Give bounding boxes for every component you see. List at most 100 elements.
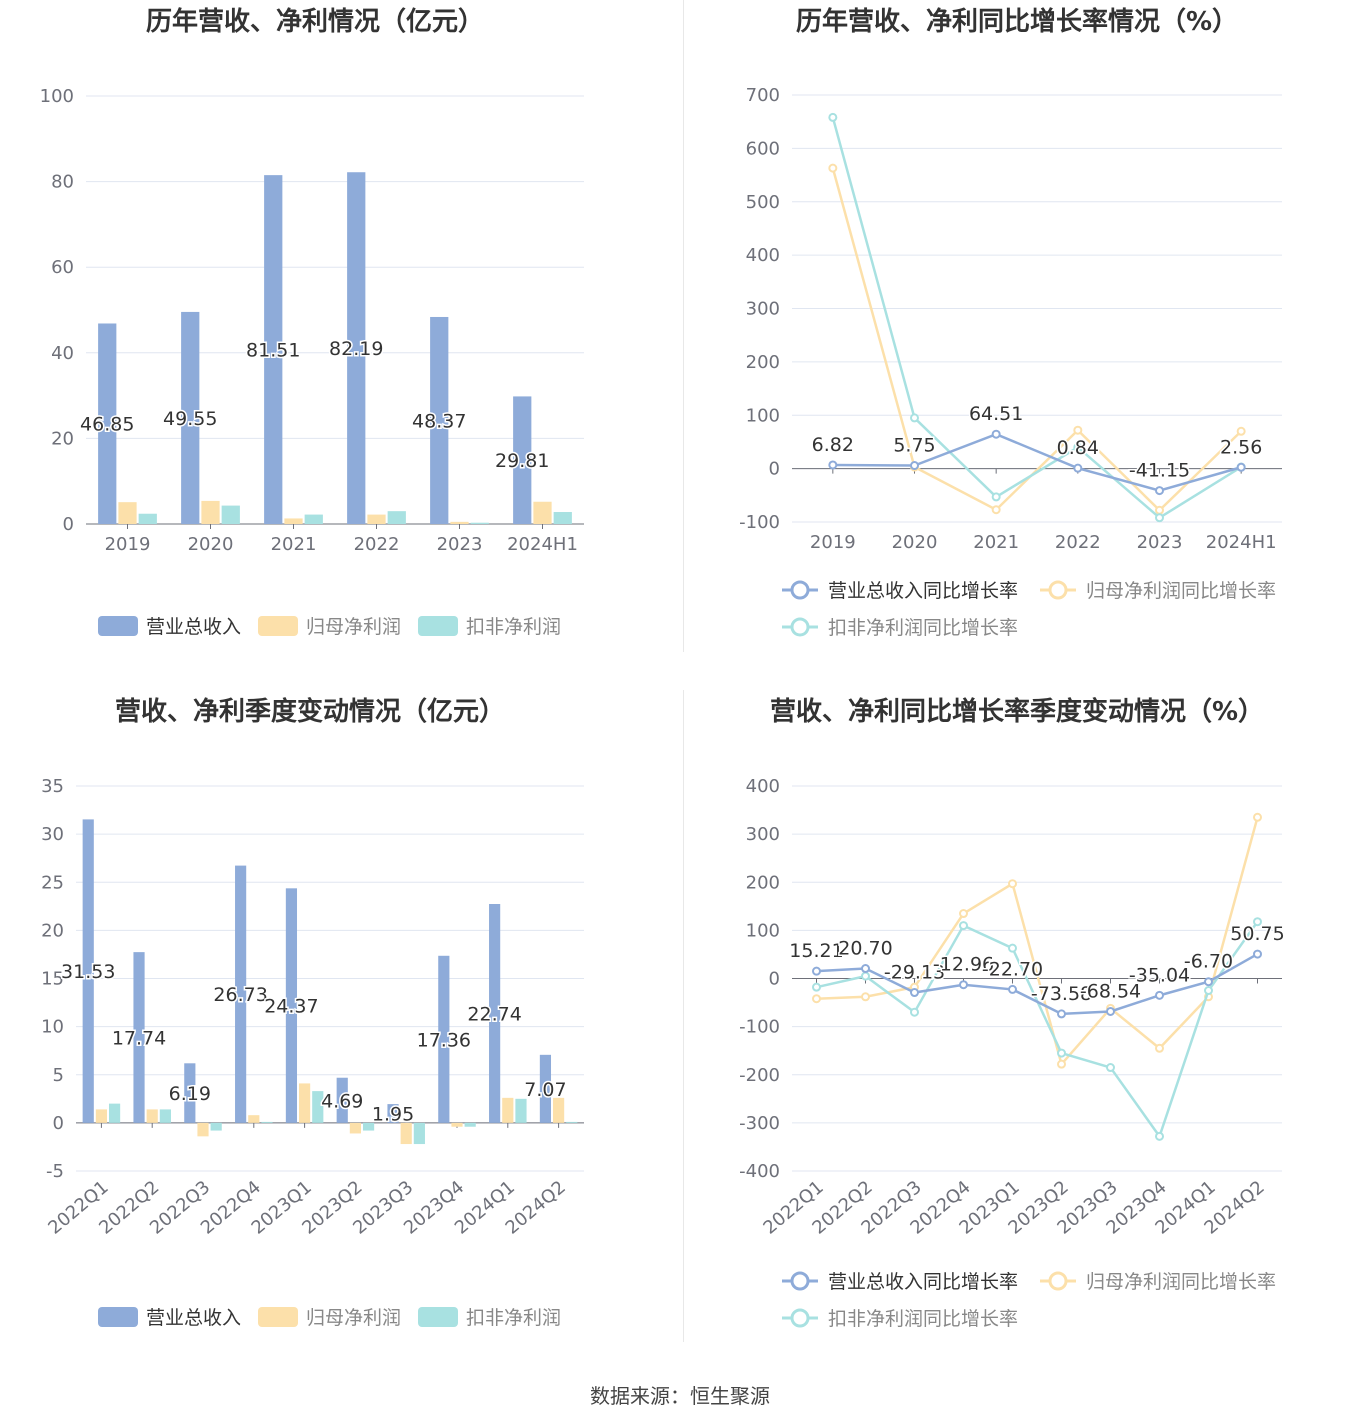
legend-label: 扣非净利润同比增长率: [828, 617, 1018, 639]
bar-扣非净利润: [210, 1122, 222, 1131]
line-扣非净利润同比增长率: [831, 117, 1242, 520]
legend-marker: [1048, 580, 1068, 600]
y-tick-label: 20: [41, 920, 64, 941]
point-扣非净利润同比增长率: [959, 921, 968, 931]
data-label: -73.58: [1031, 983, 1092, 1005]
y-tick-label: 500: [746, 192, 780, 213]
y-tick-label: 100: [40, 86, 74, 107]
bar-营业总收入: [430, 316, 449, 524]
legend-swatch: [98, 616, 138, 636]
bar-归母净利润: [284, 518, 303, 524]
bar-扣非净利润: [261, 1121, 273, 1123]
line-营业总收入同比增长率: [816, 952, 1259, 1016]
point-营业总收入同比增长率: [1204, 977, 1213, 987]
y-tick-label: -100: [739, 512, 780, 533]
y-tick-label: 200: [746, 352, 780, 373]
bar-扣非净利润: [387, 511, 406, 524]
y-tick-label: 300: [746, 824, 780, 845]
data-label: 1.95: [372, 1103, 414, 1125]
bar-扣非净利润: [362, 1122, 375, 1131]
point-营业总收入同比增长率: [910, 988, 919, 998]
bar-归母净利润: [197, 1122, 209, 1137]
bar-归母净利润: [95, 1109, 107, 1123]
x-tick-label: 2022: [1055, 532, 1101, 553]
data-label: -41.15: [1129, 460, 1190, 482]
x-tick-label: 2022: [354, 534, 400, 555]
legend-marker: [790, 617, 810, 637]
point-归母净利润同比增长率: [1155, 505, 1164, 515]
data-label: 24.37: [264, 996, 318, 1018]
x-tick-label: 2019: [105, 534, 151, 555]
chart-title: 历年营收、净利情况（亿元）: [146, 6, 484, 37]
data-source: 数据来源：恒生聚源: [590, 1384, 770, 1408]
point-扣非净利润同比增长率: [1253, 917, 1262, 927]
y-tick-label: 60: [51, 257, 74, 278]
point-营业总收入同比增长率: [1106, 1006, 1115, 1016]
y-tick-label: 40: [51, 343, 74, 364]
data-label: 50.75: [1230, 923, 1284, 945]
point-归母净利润同比增长率: [861, 992, 870, 1002]
bar-营业总收入: [347, 172, 366, 524]
y-tick-label: -5: [46, 1161, 64, 1182]
y-tick-label: -400: [739, 1161, 780, 1182]
bar-扣非净利润: [138, 513, 157, 524]
point-扣非净利润同比增长率: [991, 492, 1001, 502]
chart-annual-growth-rate: 历年营收、净利同比增长率情况（%） -100 0 100 200 300 400 500 600…: [680, 0, 1360, 690]
legend-label: 扣非净利润同比增长率: [828, 1308, 1018, 1330]
point-营业总收入同比增长率: [959, 980, 968, 990]
y-tick-label: 400: [746, 776, 780, 797]
divider: [683, 0, 684, 652]
chart-svg: 历年营收、净利同比增长率情况（%） -100 0 100 200 300 400 500 600…: [739, 6, 1282, 639]
point-营业总收入同比增长率: [828, 460, 838, 470]
data-label: 17.36: [417, 1029, 471, 1051]
point-扣非净利润同比增长率: [861, 971, 870, 981]
point-归母净利润同比增长率: [1253, 812, 1262, 822]
legend-marker: [1048, 1271, 1068, 1291]
chart-title: 营收、净利同比增长率季度变动情况（%）: [770, 696, 1264, 727]
bar-营业总收入: [285, 888, 298, 1123]
point-归母净利润同比增长率: [1008, 879, 1017, 889]
y-tick-label: 25: [41, 872, 64, 893]
data-label: -12.96: [933, 954, 994, 976]
bar-营业总收入: [513, 396, 532, 524]
y-tick-label: 0: [769, 969, 780, 990]
point-归母净利润同比增长率: [1155, 1043, 1164, 1053]
divider: [683, 690, 684, 1342]
line-营业总收入同比增长率: [832, 432, 1242, 492]
point-扣非净利润同比增长率: [1057, 1048, 1066, 1058]
legend-label: 营业总收入同比增长率: [828, 580, 1018, 602]
legend-label: 营业总收入同比增长率: [828, 1271, 1018, 1293]
chart-quarterly-revenue-profit: 营收、净利季度变动情况（亿元） -5 0 5 10 15 20 25 30 35 2022Q1 202…: [0, 690, 680, 1380]
legend-label: 归母净利润同比增长率: [1086, 1271, 1276, 1293]
data-label: 6.19: [169, 1083, 211, 1105]
bar-归母净利润: [450, 521, 469, 524]
point-营业总收入同比增长率: [1155, 486, 1164, 496]
bar-归母净利润: [367, 514, 386, 524]
point-扣非净利润同比增长率: [910, 413, 919, 423]
data-label: 2.56: [1220, 436, 1262, 458]
bar-营业总收入: [539, 1054, 552, 1123]
point-扣非净利润同比增长率: [828, 112, 838, 122]
bar-归母净利润: [451, 1122, 463, 1127]
point-归母净利润同比增长率: [1057, 1059, 1066, 1069]
data-label: 81.51: [246, 340, 300, 362]
legend-marker: [790, 580, 810, 600]
y-tick-label: 35: [41, 776, 64, 797]
bar-扣非净利润: [304, 514, 323, 524]
x-tick-label: 2023: [437, 534, 483, 555]
data-label: 49.55: [163, 408, 217, 430]
bar-营业总收入: [438, 955, 450, 1123]
bar-扣非净利润: [221, 505, 240, 524]
point-归母净利润同比增长率: [959, 909, 968, 919]
y-tick-label: -300: [739, 1113, 780, 1134]
point-归母净利润同比增长率: [1236, 426, 1246, 436]
y-tick-label: 5: [53, 1065, 64, 1086]
x-tick-label: 2021: [271, 534, 317, 555]
legend-label: 扣非净利润: [466, 616, 561, 638]
bar-扣非净利润: [470, 522, 489, 524]
data-label: 20.70: [838, 938, 892, 960]
point-营业总收入同比增长率: [1008, 984, 1017, 994]
legend-swatch: [418, 616, 458, 636]
y-tick-label: 300: [746, 299, 780, 320]
y-tick-label: -100: [739, 1017, 780, 1038]
